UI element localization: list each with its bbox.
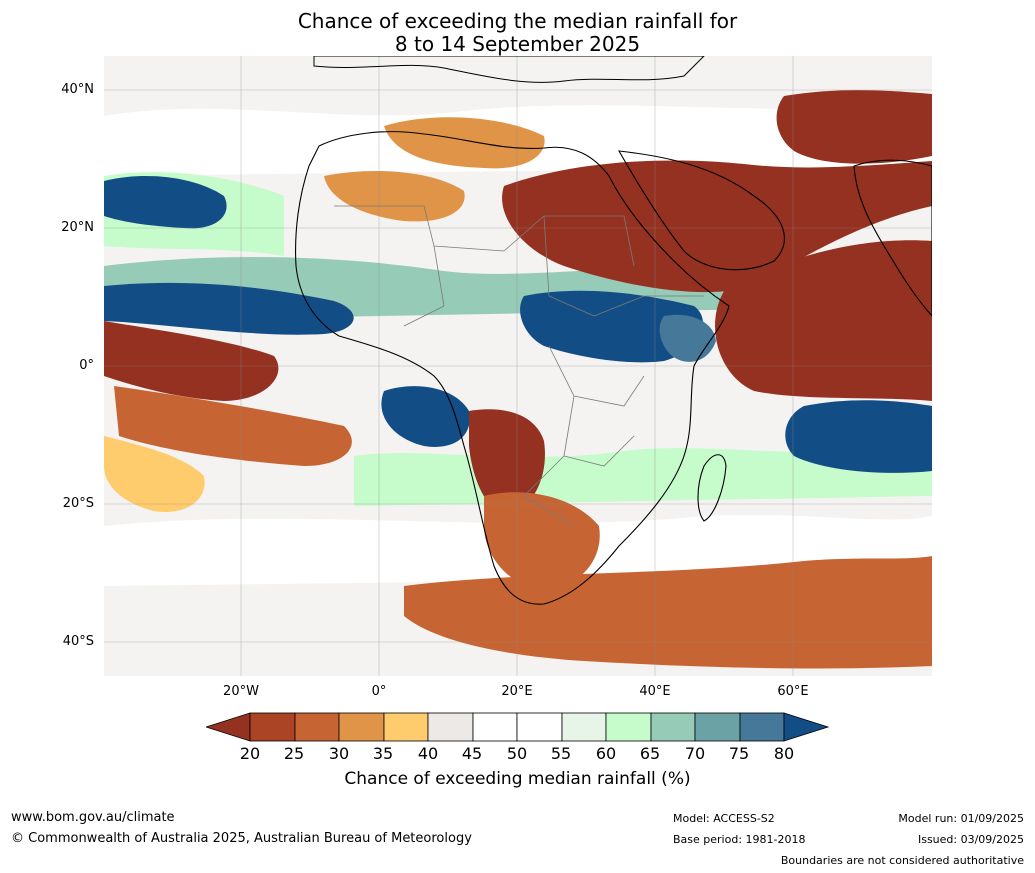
dry-region-southern-africa (484, 492, 600, 591)
lat-label-20n: 20°N (61, 220, 94, 235)
model-name: Model: ACCESS-S2 (673, 812, 775, 825)
colorbar-bin (516, 712, 563, 742)
colorbar-bin (694, 712, 741, 742)
dry-region-mediterranean (384, 117, 545, 169)
map-title-line-2: 8 to 14 September 2025 (394, 32, 641, 56)
wet-region-gulf-guinea (381, 386, 470, 447)
colorbar-bin (472, 712, 518, 742)
colorbar-tick: 70 (684, 744, 706, 763)
country-borders (334, 205, 704, 527)
dry-region-southern-ocean (404, 556, 932, 669)
europe-coastline (313, 56, 705, 83)
model-run-date: Model run: 01/09/2025 (898, 812, 1024, 825)
colorbar-tick: 35 (372, 744, 394, 763)
dry-region-south-atlantic (114, 386, 352, 466)
wet-region-indian-ocean (785, 400, 932, 473)
colorbar-bin (650, 712, 696, 742)
colorbar-tick: 45 (461, 744, 483, 763)
lon-label-20e: 20°E (501, 684, 533, 699)
colorbar-tick: 30 (328, 744, 350, 763)
wet-region-central-africa (520, 290, 703, 363)
rainfall-probability-map (104, 56, 932, 676)
africa-coastline (295, 131, 730, 605)
colorbar-bin (249, 712, 296, 742)
boundaries-disclaimer: Boundaries are not considered authoritat… (780, 854, 1024, 867)
wet-region-north-atlantic (104, 176, 227, 229)
copyright-text: © Commonwealth of Australia 2025, Austra… (11, 831, 472, 846)
colorbar-bin (739, 712, 785, 742)
issued-date: Issued: 03/09/2025 (917, 833, 1024, 846)
colorbar-bin (383, 712, 429, 742)
colorbar-tick: 55 (550, 744, 572, 763)
colorbar-tick: 75 (728, 744, 750, 763)
colorbar-tick: 60 (595, 744, 617, 763)
lon-label-60e: 60°E (777, 684, 809, 699)
colorbar-tick: 65 (639, 744, 661, 763)
colorbar-bin (561, 712, 607, 742)
madagascar-coastline (697, 454, 727, 522)
india-coastline (853, 159, 932, 317)
colorbar-tick: 50 (506, 744, 528, 763)
arabia-coastline (617, 150, 785, 271)
base-period: Base period: 1981-2018 (673, 833, 806, 846)
colorbar-extend-high (783, 712, 830, 742)
colorbar-tick: 80 (773, 744, 795, 763)
colorbar-bin (605, 712, 652, 742)
dry-region-sahara-arabia (502, 160, 932, 293)
lat-label-20s: 20°S (62, 496, 94, 511)
wet-region-tropical-atlantic (104, 282, 354, 335)
dry-region-orange-margins (104, 436, 205, 512)
dry-region-angola (469, 409, 545, 516)
lat-label-equator: 0° (79, 358, 94, 373)
lon-label-40e: 40°E (639, 684, 671, 699)
colorbar-tick: 40 (417, 744, 439, 763)
dry-region-west-sahel (324, 171, 465, 222)
colorbar-bin (338, 712, 385, 742)
lon-label-20w: 20°W (223, 684, 259, 699)
dry-region-equatorial-atlantic (104, 321, 279, 401)
colorbar-bin (427, 712, 474, 742)
colorbar-tick: 25 (283, 744, 305, 763)
colorbar-tick: 20 (239, 744, 261, 763)
map-title-line-1: Chance of exceeding the median rainfall … (297, 9, 738, 33)
map-graticule (104, 56, 932, 676)
dry-region-north-india (776, 90, 932, 164)
colorbar-extend-low (204, 712, 251, 742)
website-link[interactable]: www.bom.gov.au/climate (11, 810, 175, 825)
colorbar-bin (294, 712, 340, 742)
dry-region-west-indian-ocean (715, 240, 932, 401)
colorbar (204, 712, 830, 748)
colorbar-label: Chance of exceeding median rainfall (%) (344, 769, 691, 789)
wet-region-east-africa (659, 314, 716, 362)
lon-label-0: 0° (371, 684, 387, 699)
lat-label-40n: 40°N (61, 82, 94, 97)
lat-label-40s: 40°S (62, 634, 94, 649)
